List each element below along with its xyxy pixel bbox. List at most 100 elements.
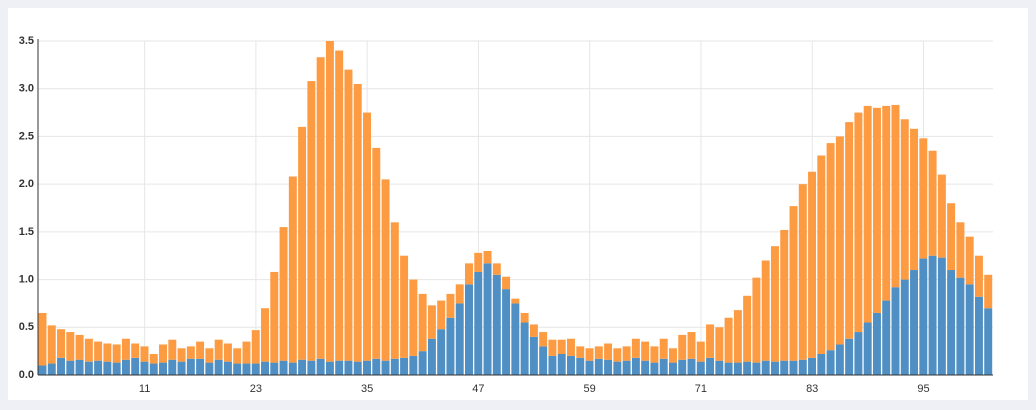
bar-segment [817,155,826,355]
bar-segment [965,236,974,285]
bar-segment [863,322,872,375]
bar-segment [112,344,121,363]
bar-segment [529,324,538,337]
bar-segment [465,263,473,285]
bar-segment [288,362,297,375]
bar-segment [177,348,186,362]
bar-segment [956,277,965,375]
bar-segment [715,360,724,375]
bar-segment [409,355,418,375]
bar-segment [872,312,881,375]
bar-segment [363,360,371,375]
bar-segment [706,357,715,375]
bar-segment [38,312,47,366]
bar-segment [845,338,854,375]
bar-segment [789,206,798,361]
bar-segment [325,41,334,362]
bar-segment [566,355,575,375]
bar-segment [325,361,334,375]
bar-segment [372,147,381,359]
bar-segment [353,83,362,362]
bar-segment [446,317,455,375]
bar-segment [780,360,789,375]
bar-segment [502,276,511,290]
bar-segment [594,358,603,375]
bar-segment [94,360,103,375]
x-tick-label: 35 [361,383,373,395]
bar-segment [974,296,983,375]
bar-segment [548,355,557,375]
bar-segment [242,341,251,364]
bar-segment [400,357,409,375]
bar-segment [743,295,752,362]
bar-segment [112,362,121,375]
y-tick-label: 2.5 [19,130,34,142]
bar-segment [159,362,168,375]
bar-segment [149,354,158,364]
bar-segment [177,361,186,375]
bar-segment [353,361,362,375]
bar-segment [557,339,566,355]
bar-segment [585,360,594,375]
bar-segment [798,184,807,360]
bar-segment [520,322,529,375]
bar-segment [984,274,993,309]
bar-segment [882,300,891,375]
bar-segment [474,271,483,375]
bar-segment [140,346,149,362]
bar-segment [613,348,622,362]
bar-segment [335,50,344,361]
bar-segment [186,358,195,375]
bar-segment [659,358,668,375]
bar-segment [84,338,93,362]
bar-segment [205,362,214,375]
bar-segment [539,346,548,375]
bar-segment [511,303,520,375]
bar-segment [937,174,946,258]
bar-segment [613,361,622,375]
bar-segment [687,332,696,359]
bar-segment [307,360,316,375]
bar-segment [66,332,75,361]
bar-segment [529,336,538,375]
bar-segment [446,293,455,318]
bar-segment [594,346,603,359]
bar-segment [261,308,269,362]
y-tick-label: 1.5 [19,226,34,238]
bar-segment [956,222,965,278]
bar-segment [140,361,149,375]
bar-segment [826,350,835,375]
bar-segment [678,359,687,375]
bar-segment [502,289,511,375]
bar-segment [780,229,789,361]
bar-segment [872,107,881,313]
bar-segment [557,354,566,375]
bar-segment [928,150,937,256]
bar-segment [641,341,650,361]
bar-segment [808,357,817,375]
y-tick-label: 0.5 [19,321,34,333]
bar-segment [75,334,84,360]
bar-segment [223,343,232,362]
y-tick-label: 0.0 [19,369,34,381]
bar-segment [659,338,668,359]
bar-segment [66,360,75,375]
bar-segment [427,338,436,375]
bar-segment [270,271,279,363]
bar-segment [251,363,260,375]
bar-segment [131,343,140,358]
bar-segment [372,358,381,375]
bar-segment [826,143,835,351]
bar-segment [650,346,659,363]
bar-segment [223,361,232,375]
bar-segment [511,298,520,304]
bar-segment [381,179,390,361]
bar-segment [57,357,66,375]
bar-segment [121,359,130,375]
bar-segment [47,325,56,364]
bar-segment [418,293,427,352]
bar-segment [631,357,640,375]
bar-segment [845,122,854,339]
x-tick-label: 59 [584,383,596,395]
